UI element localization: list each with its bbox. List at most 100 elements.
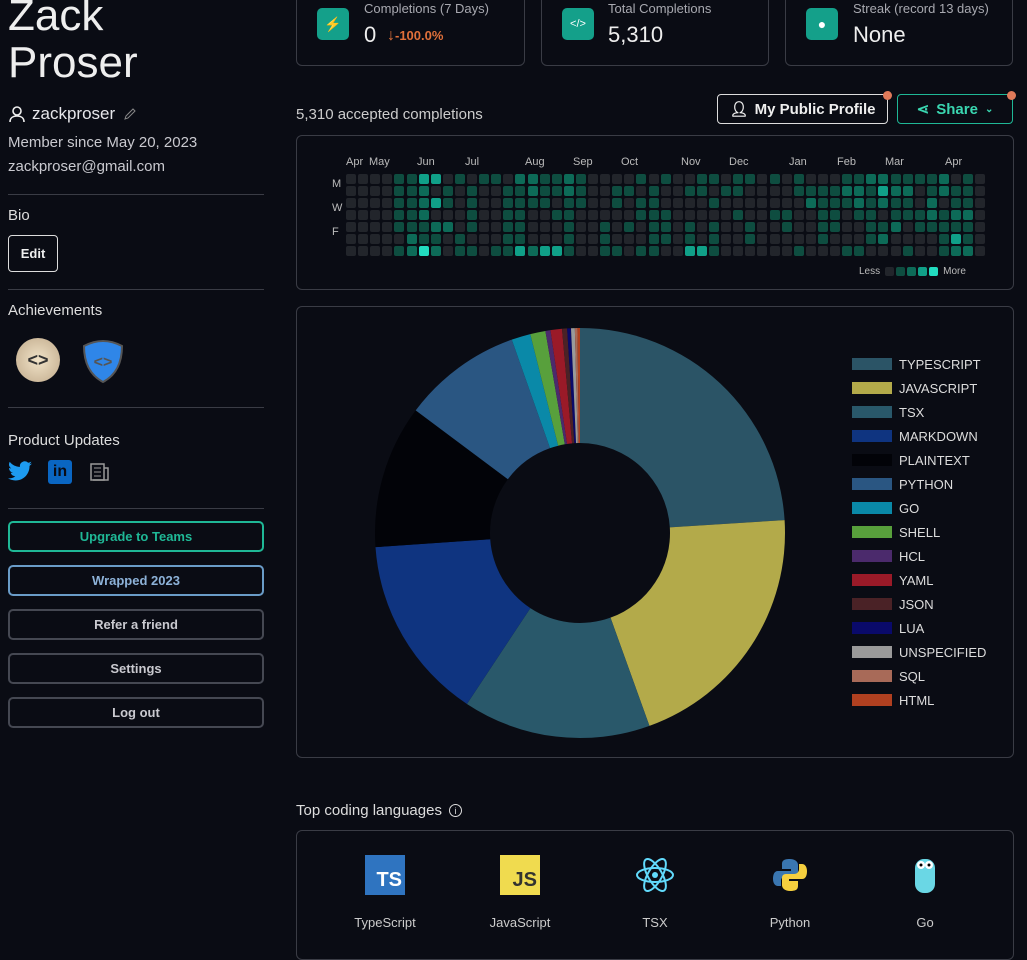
heatmap-cell[interactable] [842,174,853,184]
heatmap-cell[interactable] [624,198,635,208]
heatmap-cell[interactable] [430,186,441,196]
heatmap-cell[interactable] [854,210,865,220]
heatmap-cell[interactable] [963,210,974,220]
heatmap-cell[interactable] [370,210,381,220]
heatmap-cell[interactable] [515,210,526,220]
heatmap-cell[interactable] [442,198,453,208]
heatmap-cell[interactable] [406,198,417,208]
heatmap-cell[interactable] [696,234,707,244]
heatmap-cell[interactable] [878,222,889,232]
heatmap-cell[interactable] [600,174,611,184]
heatmap-cell[interactable] [878,198,889,208]
legend-item[interactable]: UNSPECIFIED [852,640,986,664]
heatmap-cell[interactable] [454,186,465,196]
heatmap-cell[interactable] [866,174,877,184]
heatmap-cell[interactable] [575,174,586,184]
heatmap-cell[interactable] [696,174,707,184]
bio-edit-button[interactable]: Edit [8,235,58,272]
heatmap-cell[interactable] [636,246,647,256]
heatmap-cell[interactable] [624,246,635,256]
heatmap-cell[interactable] [793,198,804,208]
heatmap-cell[interactable] [890,234,901,244]
heatmap-cell[interactable] [938,234,949,244]
heatmap-cell[interactable] [842,186,853,196]
heatmap-cell[interactable] [479,246,490,256]
heatmap-cell[interactable] [733,174,744,184]
heatmap-cell[interactable] [467,246,477,256]
slice-tsx[interactable] [466,608,650,738]
heatmap-cell[interactable] [902,186,913,196]
heatmap-cell[interactable] [575,222,586,232]
heatmap-cell[interactable] [454,246,465,256]
heatmap-cell[interactable] [467,234,477,244]
heatmap-cell[interactable] [358,174,369,184]
heatmap-cell[interactable] [346,186,356,196]
heatmap-cell[interactable] [745,210,756,220]
pencil-icon[interactable] [123,107,137,121]
heatmap-cell[interactable] [709,174,719,184]
heatmap-cell[interactable] [467,198,477,208]
heatmap-cell[interactable] [551,174,562,184]
heatmap-cell[interactable] [636,186,647,196]
heatmap-cell[interactable] [805,234,816,244]
heatmap-cell[interactable] [394,246,405,256]
heatmap-cell[interactable] [696,246,707,256]
heatmap-cell[interactable] [709,210,719,220]
heatmap-cell[interactable] [563,222,574,232]
heatmap-cell[interactable] [454,174,465,184]
heatmap-cell[interactable] [418,174,429,184]
heatmap-cell[interactable] [358,198,369,208]
heatmap-cell[interactable] [914,246,925,256]
heatmap-cell[interactable] [491,198,502,208]
heatmap-cell[interactable] [781,198,792,208]
heatmap-cell[interactable] [612,174,623,184]
heatmap-cell[interactable] [636,222,647,232]
heatmap-cell[interactable] [672,174,683,184]
heatmap-cell[interactable] [442,210,453,220]
heatmap-cell[interactable] [721,222,732,232]
heatmap-cell[interactable] [346,198,356,208]
heatmap-cell[interactable] [709,234,719,244]
heatmap-cell[interactable] [430,222,441,232]
heatmap-cell[interactable] [817,186,828,196]
legend-item[interactable]: JAVASCRIPT [852,376,986,400]
slice-lua[interactable] [567,328,577,444]
heatmap-cell[interactable] [551,246,562,256]
heatmap-cell[interactable] [975,198,986,208]
heatmap-cell[interactable] [672,186,683,196]
heatmap-cell[interactable] [370,234,381,244]
heatmap-cell[interactable] [382,210,393,220]
heatmap-cell[interactable] [551,198,562,208]
heatmap-cell[interactable] [430,234,441,244]
heatmap-cell[interactable] [588,210,598,220]
heatmap-cell[interactable] [394,186,405,196]
heatmap-cell[interactable] [757,198,768,208]
twitter-icon[interactable] [8,460,32,482]
heatmap-cell[interactable] [769,222,780,232]
heatmap-cell[interactable] [442,186,453,196]
heatmap-cell[interactable] [793,222,804,232]
heatmap-cell[interactable] [745,186,756,196]
heatmap-cell[interactable] [394,174,405,184]
slice-markdown[interactable] [375,539,531,704]
heatmap-cell[interactable] [588,234,598,244]
heatmap-cell[interactable] [479,234,490,244]
heatmap-cell[interactable] [914,198,925,208]
heatmap-cell[interactable] [660,198,671,208]
heatmap-cell[interactable] [672,210,683,220]
heatmap-cell[interactable] [539,186,550,196]
heatmap-cell[interactable] [926,186,937,196]
heatmap-cell[interactable] [479,222,490,232]
heatmap-cell[interactable] [563,198,574,208]
heatmap-cell[interactable] [346,210,356,220]
heatmap-cell[interactable] [406,174,417,184]
heatmap-cell[interactable] [346,174,356,184]
heatmap-cell[interactable] [975,174,986,184]
heatmap-cell[interactable] [854,246,865,256]
heatmap-cell[interactable] [346,234,356,244]
heatmap-cell[interactable] [467,222,477,232]
heatmap-cell[interactable] [406,210,417,220]
legend-item[interactable]: TSX [852,400,986,424]
heatmap-cell[interactable] [394,198,405,208]
heatmap-cell[interactable] [757,246,768,256]
